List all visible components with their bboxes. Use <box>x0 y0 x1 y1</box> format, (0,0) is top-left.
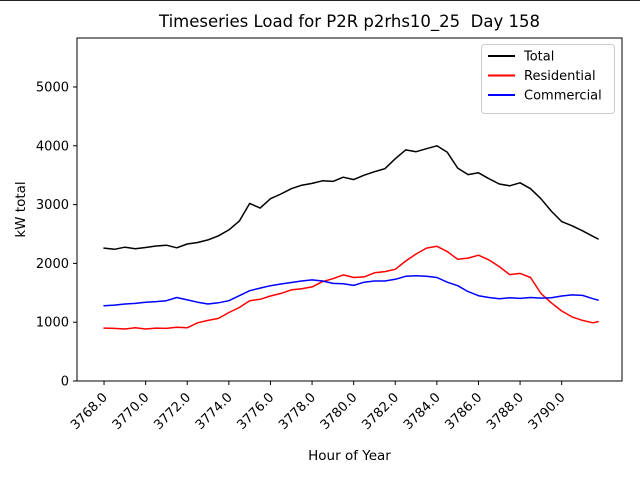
legend: Total Residential Commercial <box>481 44 615 114</box>
y-tick-label: 3000 <box>36 198 69 213</box>
x-tick-label: 3772.0 <box>151 390 194 433</box>
x-tick-label: 3788.0 <box>484 390 527 433</box>
residential-series-line <box>103 245 599 330</box>
x-tick-label: 3774.0 <box>193 390 236 433</box>
chart-title: Timeseries Load for P2R p2rhs10_25 Day 1… <box>158 12 540 32</box>
total-series-line <box>103 145 599 251</box>
x-tick-label: 3790.0 <box>526 390 569 433</box>
commercial-series-line <box>103 274 599 307</box>
x-tick-label: 3786.0 <box>443 390 486 433</box>
x-axis-ticks <box>103 381 563 385</box>
x-tick-label: 3784.0 <box>401 390 444 433</box>
y-axis-ticks <box>73 86 77 382</box>
x-axis-tick-labels: 3768.03770.03772.03774.03776.03778.03780… <box>68 390 568 433</box>
x-tick-label: 3780.0 <box>318 390 361 433</box>
y-axis-label: kW total <box>13 181 29 237</box>
y-tick-label: 2000 <box>36 257 69 272</box>
series-lines <box>103 145 599 330</box>
legend-entries: Total Residential Commercial <box>488 50 602 104</box>
x-axis-label: Hour of Year <box>308 448 391 464</box>
legend-box <box>481 44 615 114</box>
legend-label-total: Total <box>523 50 554 65</box>
plot-area <box>76 37 623 382</box>
x-tick-label: 3778.0 <box>276 390 319 433</box>
x-tick-label: 3768.0 <box>68 390 111 433</box>
y-tick-label: 0 <box>61 375 69 390</box>
legend-label-residential: Residential <box>524 69 596 84</box>
y-tick-label: 1000 <box>36 316 69 331</box>
y-axis-tick-labels: 0 1000 2000 3000 4000 5000 <box>36 80 69 389</box>
y-tick-label: 4000 <box>36 139 69 154</box>
x-tick-label: 3770.0 <box>110 390 153 433</box>
y-tick-label: 5000 <box>36 80 69 95</box>
window-top-edge <box>0 0 640 1</box>
x-tick-label: 3782.0 <box>359 390 402 433</box>
x-tick-label: 3776.0 <box>235 390 278 433</box>
legend-label-commercial: Commercial <box>524 89 602 104</box>
